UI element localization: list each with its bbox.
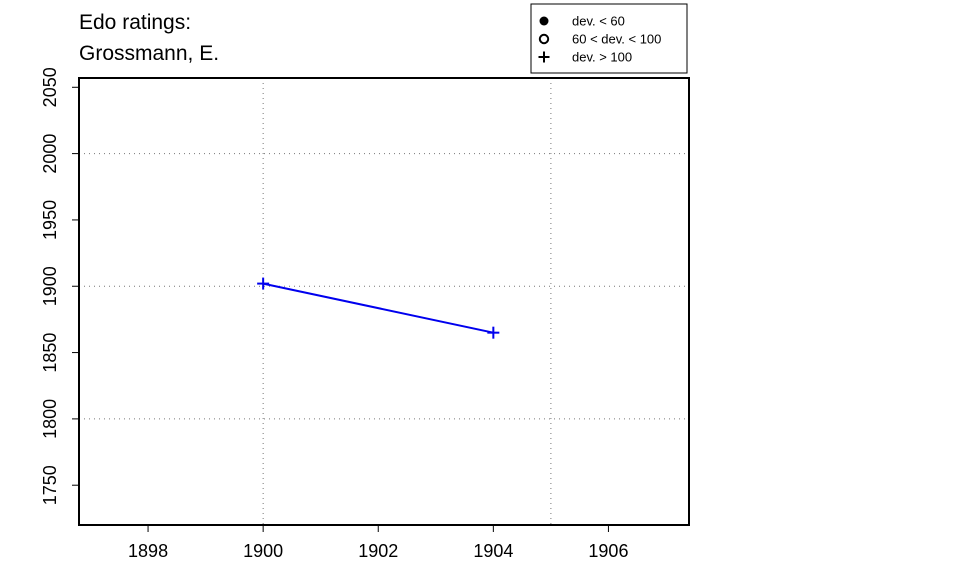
legend-label: 60 < dev. < 100 [572,32,661,47]
x-tick-label: 1900 [243,541,283,561]
chart-title-line-2: Grossmann, E. [79,42,220,65]
y-tick-label: 2050 [40,67,60,107]
series-line [262,282,494,334]
x-tick-label: 1902 [358,541,398,561]
x-tick-label: 1898 [128,541,168,561]
x-tick-label: 1906 [588,541,628,561]
legend-label: dev. > 100 [572,50,632,65]
data-point-plus [257,277,270,290]
y-tick-label: 1750 [40,465,60,505]
y-tick-label: 2000 [40,134,60,174]
data-point-plus [487,326,500,339]
legend-label: dev. < 60 [572,14,625,29]
y-tick-label: 1850 [40,333,60,373]
y-tick-label: 1800 [40,399,60,439]
y-tick-label: 1950 [40,200,60,240]
legend-open-circle-icon [538,33,550,45]
legend-filled-circle-icon [539,16,549,26]
plot-frame [78,77,690,526]
legend-plus-icon [538,51,550,63]
chart-title-line-1: Edo ratings: [79,11,192,34]
y-tick-label: 1900 [40,266,60,306]
x-tick-label: 1904 [473,541,513,561]
legend-box [530,3,688,74]
